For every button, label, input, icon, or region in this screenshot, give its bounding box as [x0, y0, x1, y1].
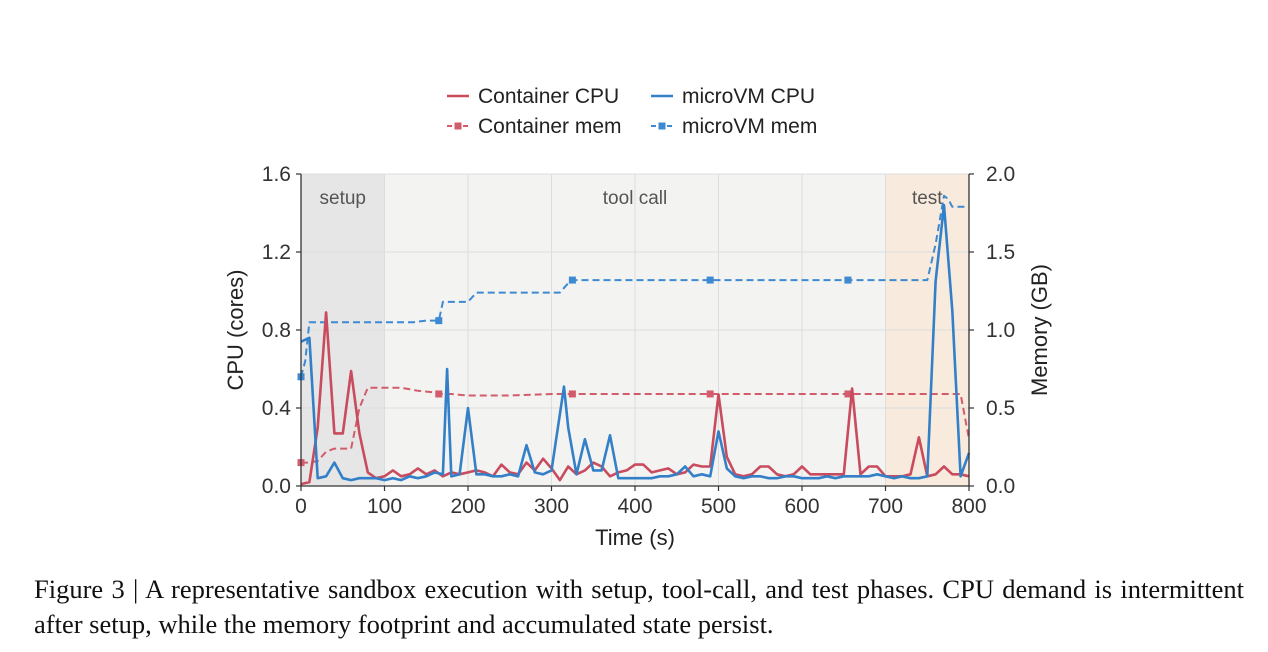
x-tick-label: 500 [701, 495, 736, 518]
microvm-mem-marker [706, 276, 714, 284]
left-y-tick-label: 1.6 [262, 163, 291, 186]
x-axis-title: Time (s) [595, 525, 675, 550]
right-y-tick-label: 1.0 [986, 319, 1015, 342]
container-mem-marker [435, 390, 443, 398]
legend-label-microvm-cpu: microVM CPU [682, 85, 815, 108]
legend-label-microvm-mem: microVM mem [682, 115, 817, 138]
x-tick-label: 200 [450, 495, 485, 518]
x-tick-label: 700 [868, 495, 903, 518]
right-y-tick-label: 2.0 [986, 163, 1015, 186]
phase-label: setup [320, 188, 366, 209]
cpu-series [300, 203, 971, 486]
right-y-tick-label: 0.5 [986, 397, 1015, 420]
right-y-axis-title: Memory (GB) [1027, 264, 1052, 396]
tick-labels: 0 100 200 300 400 500 600 700 8000.00.40.81.21.6… [262, 163, 1015, 518]
legend-marker-microvm-mem [658, 122, 666, 130]
microvm-cpu-line [300, 203, 971, 482]
left-y-tick-label: 0.4 [262, 397, 292, 420]
container-cpu-line [300, 311, 970, 486]
legend-label-container-cpu: Container CPU [478, 85, 619, 108]
container-mem-line [301, 386, 970, 464]
left-y-tick-label: 0.0 [262, 475, 291, 498]
container-mem-marker [844, 390, 852, 398]
right-y-tick-label: 0.0 [986, 475, 1015, 498]
x-tick-label: 300 [534, 495, 569, 518]
x-tick-label: 100 [367, 495, 402, 518]
left-y-tick-label: 1.2 [262, 241, 291, 264]
legend-marker-container-mem [454, 122, 462, 130]
legend: Container CPU microVM CPU Container mem mic… [447, 85, 817, 138]
microvm-mem-marker [844, 276, 852, 284]
phase-label: test [912, 188, 943, 209]
container-mem-marker [568, 390, 576, 398]
x-tick-label: 800 [951, 495, 986, 518]
right-y-tick-label: 1.5 [986, 241, 1015, 264]
left-y-tick-label: 0.8 [262, 319, 291, 342]
microvm-mem-marker [568, 276, 576, 284]
legend-label-container-mem: Container mem [478, 115, 622, 138]
left-y-axis-title: CPU (cores) [223, 269, 248, 390]
x-tick-label: 0 [295, 495, 307, 518]
x-tick-label: 400 [617, 495, 652, 518]
microvm-mem-marker [435, 317, 443, 325]
figure-chart: setup tool call test 0 100 200 300 400 500 600 70… [223, 85, 1052, 550]
x-tick-label: 600 [784, 495, 819, 518]
figure-caption: Figure 3 | A representative sandbox exec… [34, 574, 1244, 639]
container-mem-marker [706, 390, 714, 398]
